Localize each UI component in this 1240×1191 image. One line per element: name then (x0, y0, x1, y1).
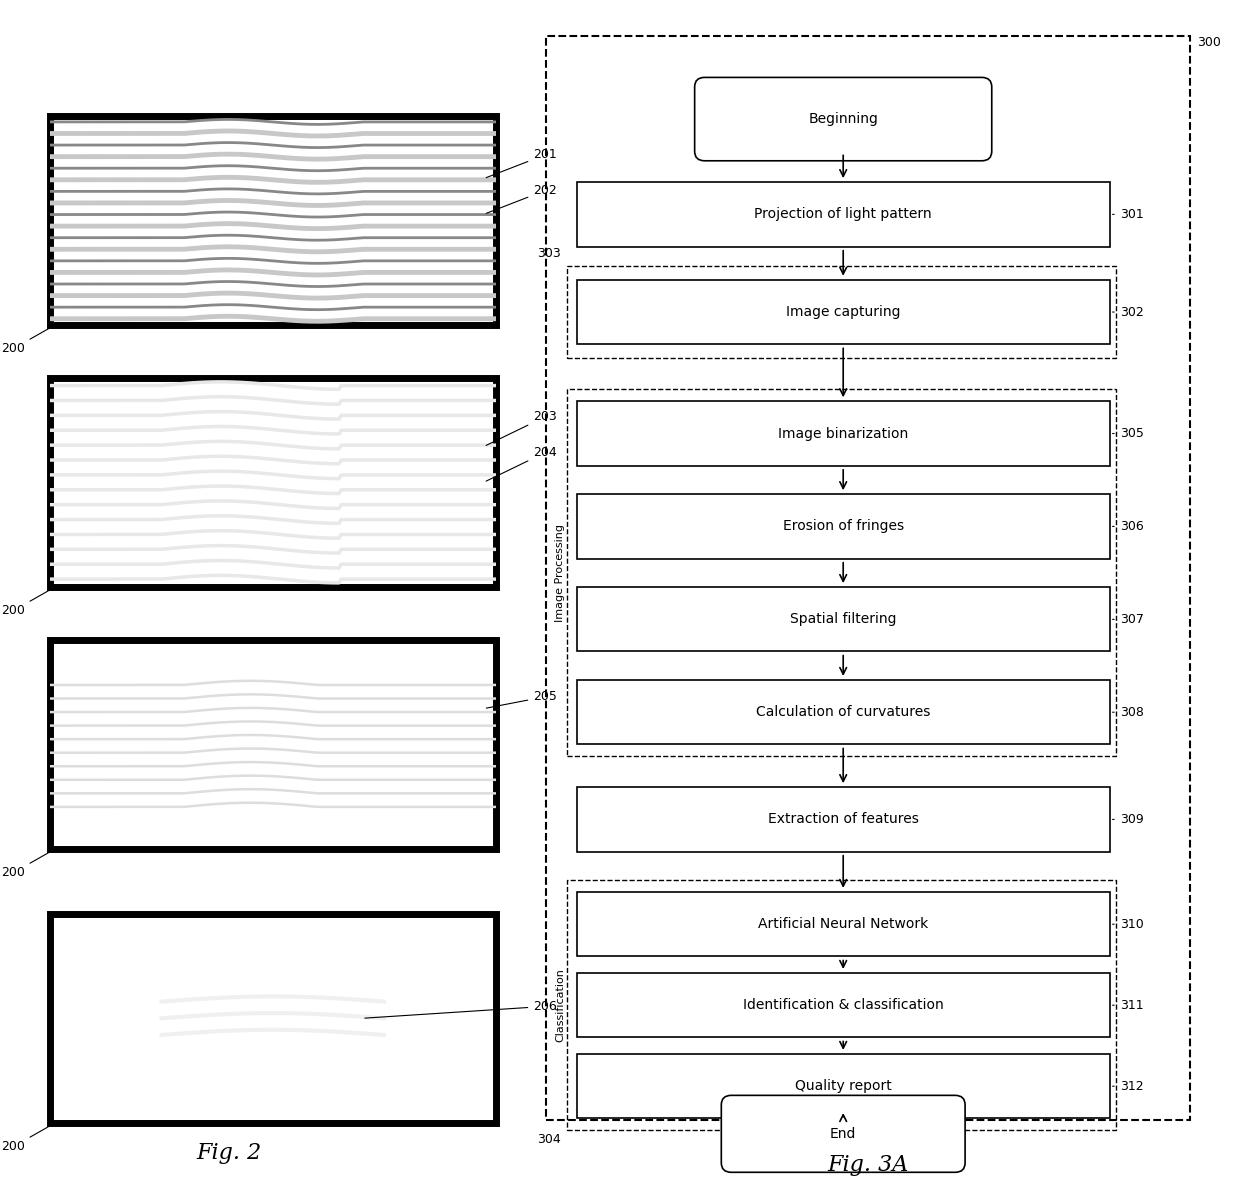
Text: 203: 203 (486, 411, 557, 445)
Text: 200: 200 (1, 588, 53, 617)
Text: 204: 204 (486, 447, 557, 481)
Text: 300: 300 (1197, 36, 1220, 49)
Text: 303: 303 (537, 247, 560, 260)
Text: Identification & classification: Identification & classification (743, 998, 944, 1012)
Text: Extraction of features: Extraction of features (768, 812, 919, 827)
Text: Image binarization: Image binarization (777, 426, 909, 441)
Text: Image Processing: Image Processing (556, 524, 565, 622)
Text: 311: 311 (1112, 999, 1143, 1011)
FancyBboxPatch shape (577, 973, 1110, 1037)
Text: 309: 309 (1112, 813, 1143, 825)
FancyBboxPatch shape (577, 494, 1110, 559)
FancyBboxPatch shape (577, 280, 1110, 344)
Text: 200: 200 (1, 1124, 53, 1153)
Text: 304: 304 (537, 1133, 560, 1146)
Text: Quality report: Quality report (795, 1079, 892, 1093)
Text: Calculation of curvatures: Calculation of curvatures (756, 705, 930, 719)
Text: 305: 305 (1112, 428, 1143, 439)
Text: 302: 302 (1112, 306, 1143, 318)
Text: Spatial filtering: Spatial filtering (790, 612, 897, 626)
Text: Classification: Classification (556, 968, 565, 1042)
FancyBboxPatch shape (577, 401, 1110, 466)
Text: 201: 201 (486, 149, 557, 177)
Text: Artificial Neural Network: Artificial Neural Network (758, 917, 929, 931)
FancyBboxPatch shape (577, 787, 1110, 852)
FancyBboxPatch shape (577, 1054, 1110, 1118)
Text: 200: 200 (1, 850, 53, 879)
Text: Fig. 3A: Fig. 3A (827, 1154, 909, 1176)
Text: 200: 200 (1, 326, 53, 355)
Text: 206: 206 (365, 1000, 557, 1018)
FancyBboxPatch shape (577, 680, 1110, 744)
Text: End: End (830, 1127, 857, 1141)
Text: Erosion of fringes: Erosion of fringes (782, 519, 904, 534)
FancyBboxPatch shape (694, 77, 992, 161)
FancyBboxPatch shape (722, 1096, 965, 1172)
Text: 306: 306 (1112, 520, 1143, 532)
Text: 307: 307 (1112, 613, 1143, 625)
Text: 301: 301 (1112, 208, 1143, 220)
Text: 310: 310 (1112, 918, 1143, 930)
Text: 205: 205 (486, 691, 557, 709)
Text: Beginning: Beginning (808, 112, 878, 126)
Text: Fig. 2: Fig. 2 (197, 1142, 262, 1164)
Text: Image capturing: Image capturing (786, 305, 900, 319)
Text: 312: 312 (1112, 1080, 1143, 1092)
FancyBboxPatch shape (577, 587, 1110, 651)
Text: 202: 202 (486, 185, 557, 213)
FancyBboxPatch shape (577, 892, 1110, 956)
FancyBboxPatch shape (577, 182, 1110, 247)
Text: 308: 308 (1112, 706, 1143, 718)
Text: Projection of light pattern: Projection of light pattern (754, 207, 932, 222)
